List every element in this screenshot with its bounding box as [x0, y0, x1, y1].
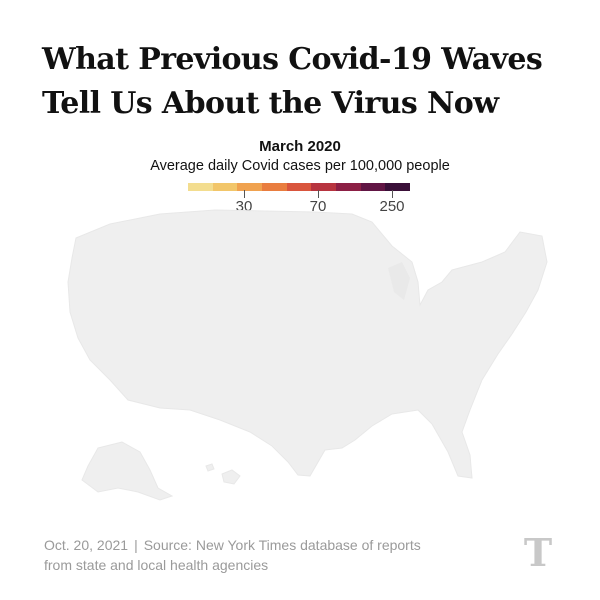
- legend-swatch: [286, 183, 312, 191]
- map-alaska: [81, 441, 174, 501]
- legend-tick-mark: [392, 190, 393, 198]
- legend-tick-mark: [244, 190, 245, 198]
- footer-date: Oct. 20, 2021: [44, 537, 129, 553]
- headline-line-1: What Previous Covid-19 Waves: [42, 42, 543, 77]
- legend-swatch: [360, 183, 386, 191]
- legend-tick-label: 250: [379, 198, 405, 215]
- legend-swatch: [336, 183, 361, 191]
- map-great-lakes-region: [388, 262, 410, 300]
- legend-swatch: [212, 183, 238, 191]
- legend-swatch: [262, 183, 287, 191]
- footer-separator: |: [134, 537, 138, 553]
- footer-credit: Oct. 20, 2021 | Source: New York Times dat…: [44, 535, 484, 575]
- legend-color-scale: [188, 183, 411, 191]
- footer-source-line-2: from state and local health agencies: [44, 557, 269, 573]
- legend-tick-label: 70: [309, 198, 327, 215]
- legend-swatch: [385, 183, 411, 191]
- legend-swatch: [188, 183, 213, 191]
- headline-line-2: Tell Us About the Virus Now: [42, 86, 499, 121]
- nyt-logo-icon: T: [523, 530, 553, 575]
- map-hawaii: [221, 469, 241, 485]
- footer-source-line-1: Source: New York Times database of repor…: [143, 537, 421, 553]
- map-contiguous-us: [67, 209, 548, 479]
- legend-swatch: [237, 183, 263, 191]
- map-hawaii-small-island: [205, 463, 215, 472]
- headline: What Previous Covid-19 Waves Tell Us Abo…: [42, 38, 562, 126]
- legend-tick-mark: [318, 190, 319, 198]
- legend-swatch: [311, 183, 337, 191]
- legend-description: Average daily Covid cases per 100,000 pe…: [150, 158, 450, 174]
- legend-period: March 2020: [259, 138, 341, 155]
